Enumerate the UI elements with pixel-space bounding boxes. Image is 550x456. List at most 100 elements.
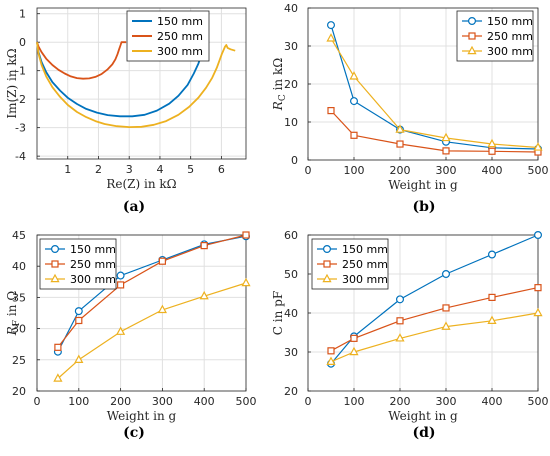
data-point (349, 346, 359, 356)
legend-marker (50, 245, 59, 254)
chart-panel-1: 1 2 3 4 5 6 1 0 -1 -2 -3 -4 Re(Z) in kΩ Im(Z) in kΩ 15… (5, 7, 247, 191)
x-tick-label: 100 (344, 395, 365, 408)
data-point (396, 140, 404, 148)
legend-label: 300 mm (342, 273, 388, 286)
y-tick-label: 50 (284, 268, 298, 281)
data-point (350, 131, 358, 139)
series-line-2 (330, 287, 539, 352)
x-axis-label: Weight in g (107, 409, 177, 423)
x-tick-label: 4 (156, 163, 163, 176)
legend-label: 300 mm (157, 45, 203, 58)
legend-label: 300 mm (487, 45, 533, 58)
y-tick-label: 40 (284, 307, 298, 320)
x-tick-label: 0 (305, 395, 312, 408)
legend-label: 250 mm (487, 30, 533, 43)
legend-label: 150 mm (487, 15, 533, 28)
x-tick-label: 500 (236, 395, 257, 408)
series-line-2 (36, 41, 127, 80)
x-tick-label: 0 (305, 164, 312, 177)
legend-label: 150 mm (157, 15, 203, 28)
x-tick-label: 300 (436, 164, 457, 177)
legend-label: 250 mm (342, 258, 388, 271)
x-axis-label: Weight in g (388, 178, 458, 192)
data-point (157, 304, 168, 314)
y-tick-label: 20 (284, 385, 298, 398)
series-line-1 (330, 24, 539, 150)
data-point (534, 284, 542, 292)
panel-label: (d) (412, 425, 435, 441)
x-tick-label: 200 (390, 395, 411, 408)
data-point (200, 242, 208, 250)
data-point (75, 316, 83, 325)
y-tick-label: 35 (12, 291, 26, 304)
y-tick-label: 10 (284, 116, 298, 129)
data-point (54, 343, 62, 351)
data-point (326, 33, 336, 42)
x-axis-label: Re(Z) in kΩ (106, 177, 176, 191)
y-axis-label: C in pF (271, 291, 285, 335)
legend-marker (50, 273, 60, 283)
series-line-3 (330, 312, 539, 363)
data-point (116, 271, 125, 280)
y-tick-label: -2 (15, 93, 26, 106)
data-point (327, 106, 335, 115)
chart-panel-3: 0 100 200 300 400 500 20 25 30 35 40 45 Weight in g R… (5, 229, 257, 423)
data-point (533, 142, 543, 151)
legend: 150 mm 250 mm 300 mm (311, 238, 389, 290)
data-point (158, 257, 166, 265)
data-point (241, 277, 251, 287)
data-point (441, 132, 451, 142)
x-tick-label: 400 (194, 395, 215, 408)
y-tick-label: 60 (284, 229, 298, 242)
data-point (396, 295, 405, 304)
x-tick-label: 0 (34, 395, 41, 408)
legend-label: 150 mm (70, 243, 116, 256)
data-point (115, 326, 126, 335)
data-point (395, 124, 405, 133)
data-point (350, 334, 358, 342)
data-point (442, 147, 450, 155)
x-tick-label: 3 (126, 163, 133, 176)
x-tick-label: 100 (344, 164, 365, 177)
legend-marker (467, 45, 477, 55)
data-point (488, 293, 496, 301)
x-tick-label: 500 (528, 164, 549, 177)
x-tick-label: 200 (110, 395, 131, 408)
legend: 150 mm 250 mm 300 mm (39, 238, 117, 290)
data-point (395, 333, 405, 342)
y-tick-label: 0 (291, 154, 298, 167)
data-point (442, 304, 450, 312)
data-point (326, 356, 336, 365)
data-point (441, 321, 451, 330)
chart-panel-2: 0 100 200 300 400 500 0 10 20 30 40 Weight in g RC i… (271, 2, 549, 192)
data-point (487, 138, 497, 148)
data-point (533, 231, 542, 240)
data-point (396, 317, 404, 325)
x-tick-label: 400 (482, 395, 503, 408)
data-point (442, 270, 451, 279)
y-tick-label: 45 (12, 229, 26, 242)
legend-label: 250 mm (157, 30, 203, 43)
y-tick-label: 30 (284, 40, 298, 53)
x-tick-label: 500 (528, 395, 549, 408)
legend-marker (468, 17, 477, 26)
data-point (74, 307, 83, 316)
data-point (53, 373, 63, 382)
data-point (74, 354, 84, 363)
data-point (327, 21, 336, 30)
legend-marker (323, 245, 332, 254)
y-axis-label: RC in kΩ (271, 58, 288, 111)
y-tick-label: -1 (15, 65, 26, 78)
data-point (349, 71, 359, 80)
data-point (242, 231, 250, 239)
legend: 150 mm 250 mm 300 mm (456, 10, 534, 62)
y-axis-label: Im(Z) in kΩ (5, 48, 19, 118)
legend-marker (468, 32, 476, 40)
data-point (487, 315, 497, 324)
legend-marker (322, 273, 332, 283)
y-tick-label: 40 (284, 2, 298, 15)
data-point (327, 347, 335, 355)
panel-label: (a) (123, 199, 145, 215)
x-tick-label: 6 (218, 163, 225, 176)
y-tick-label: 25 (12, 354, 26, 367)
